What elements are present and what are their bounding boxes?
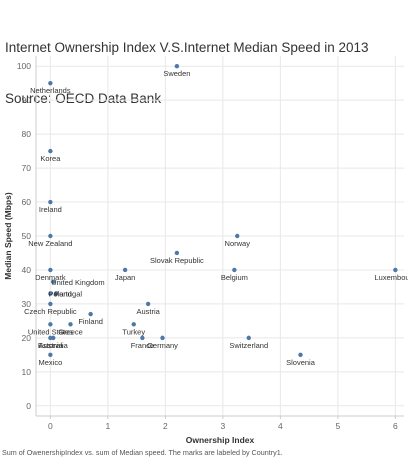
y-tick-label: 100 — [17, 61, 31, 71]
data-point — [145, 301, 151, 307]
data-point — [48, 233, 53, 239]
data-point — [48, 267, 53, 273]
data-point — [48, 199, 53, 205]
point-label: Luxembourg — [375, 273, 408, 282]
data-point — [174, 63, 180, 69]
x-tick-label: 5 — [336, 421, 341, 431]
data-point — [235, 233, 240, 239]
y-tick-label: 60 — [22, 197, 32, 207]
y-tick-label: 80 — [22, 129, 32, 139]
point-label: Portugal — [54, 290, 82, 299]
y-tick-label: 10 — [22, 367, 32, 377]
point-label: Korea — [40, 154, 61, 163]
data-point — [51, 279, 56, 285]
point-label: France — [131, 341, 154, 350]
y-tick-label: 30 — [22, 299, 32, 309]
data-point — [232, 267, 237, 273]
data-point — [160, 335, 165, 341]
axes: 0 10 20 30 40 50 60 70 80 90 100 0 1 2 3 4 5 6 — [17, 56, 404, 431]
data-point — [131, 322, 136, 327]
point-label: Denmark — [35, 273, 66, 282]
point-labels: Sweden Netherlands Korea Ireland New Zealand… — [24, 69, 408, 367]
data-point — [298, 352, 303, 358]
chart-title-line-1: Internet Ownership Index V.S.Internet Me… — [5, 40, 369, 55]
point-label: Switzerland — [229, 341, 268, 350]
point-label: Estonia — [38, 341, 64, 350]
x-tick-label: 4 — [278, 421, 283, 431]
data-point — [48, 352, 53, 358]
point-label: Czech Republic — [24, 307, 77, 316]
point-label: United Kingdom — [51, 278, 104, 287]
data-point — [68, 322, 73, 327]
data-point — [53, 291, 59, 296]
x-tick-label: 6 — [393, 421, 398, 431]
x-tick-label: 0 — [48, 421, 53, 431]
data-point — [174, 250, 180, 256]
data-point — [48, 322, 53, 327]
point-label: Greece — [58, 327, 83, 336]
chart-title-line-2: Source: OECD Data Bank — [5, 91, 162, 106]
data-point — [48, 80, 53, 86]
x-axis-label: Ownership Index — [186, 435, 255, 445]
data-point — [393, 267, 398, 273]
y-tick-label: 50 — [22, 231, 32, 241]
point-label: Slovenia — [286, 358, 316, 367]
point-label: Belgium — [221, 273, 248, 282]
grid-lines — [36, 56, 404, 416]
y-tick-label: 20 — [22, 333, 32, 343]
point-label: New Zealand — [28, 239, 72, 248]
data-point — [122, 267, 128, 273]
point-label: Slovak Republic — [150, 256, 204, 265]
point-label: Finland — [78, 317, 103, 326]
x-tick-label: 1 — [106, 421, 111, 431]
data-point — [140, 335, 145, 341]
point-label: Japan — [115, 273, 135, 282]
x-tick-label: 3 — [221, 421, 226, 431]
data-point — [48, 301, 53, 307]
data-point — [51, 335, 56, 341]
y-axis-label: Median Speed (Mbps) — [3, 192, 13, 280]
point-label: Germany — [147, 341, 178, 350]
y-tick-label: 40 — [22, 265, 32, 275]
data-point — [246, 335, 251, 341]
y-tick-label: 70 — [22, 163, 32, 173]
data-points — [48, 63, 398, 358]
data-point — [48, 291, 53, 296]
chart-caption: Sum of OwenershipIndex vs. sum of Median… — [2, 448, 283, 457]
point-label: United States — [28, 327, 73, 336]
point-label: Turkey — [122, 327, 145, 336]
point-label: Austria — [136, 307, 160, 316]
point-label: Mexico — [38, 358, 62, 367]
point-label: Sweden — [163, 69, 190, 78]
x-tick-label: 2 — [163, 421, 168, 431]
chart-title: Internet Ownership Index V.S.Internet Me… — [5, 5, 369, 124]
point-label: Ireland — [39, 205, 62, 214]
data-point — [88, 311, 93, 317]
y-tick-label: 90 — [22, 95, 32, 105]
y-tick-label: 0 — [26, 401, 31, 411]
point-label: Norway — [225, 239, 251, 248]
point-label: Netherlands — [30, 86, 71, 95]
point-label: Australia — [39, 341, 69, 350]
point-label: Poland — [48, 290, 71, 299]
data-point — [48, 148, 53, 154]
